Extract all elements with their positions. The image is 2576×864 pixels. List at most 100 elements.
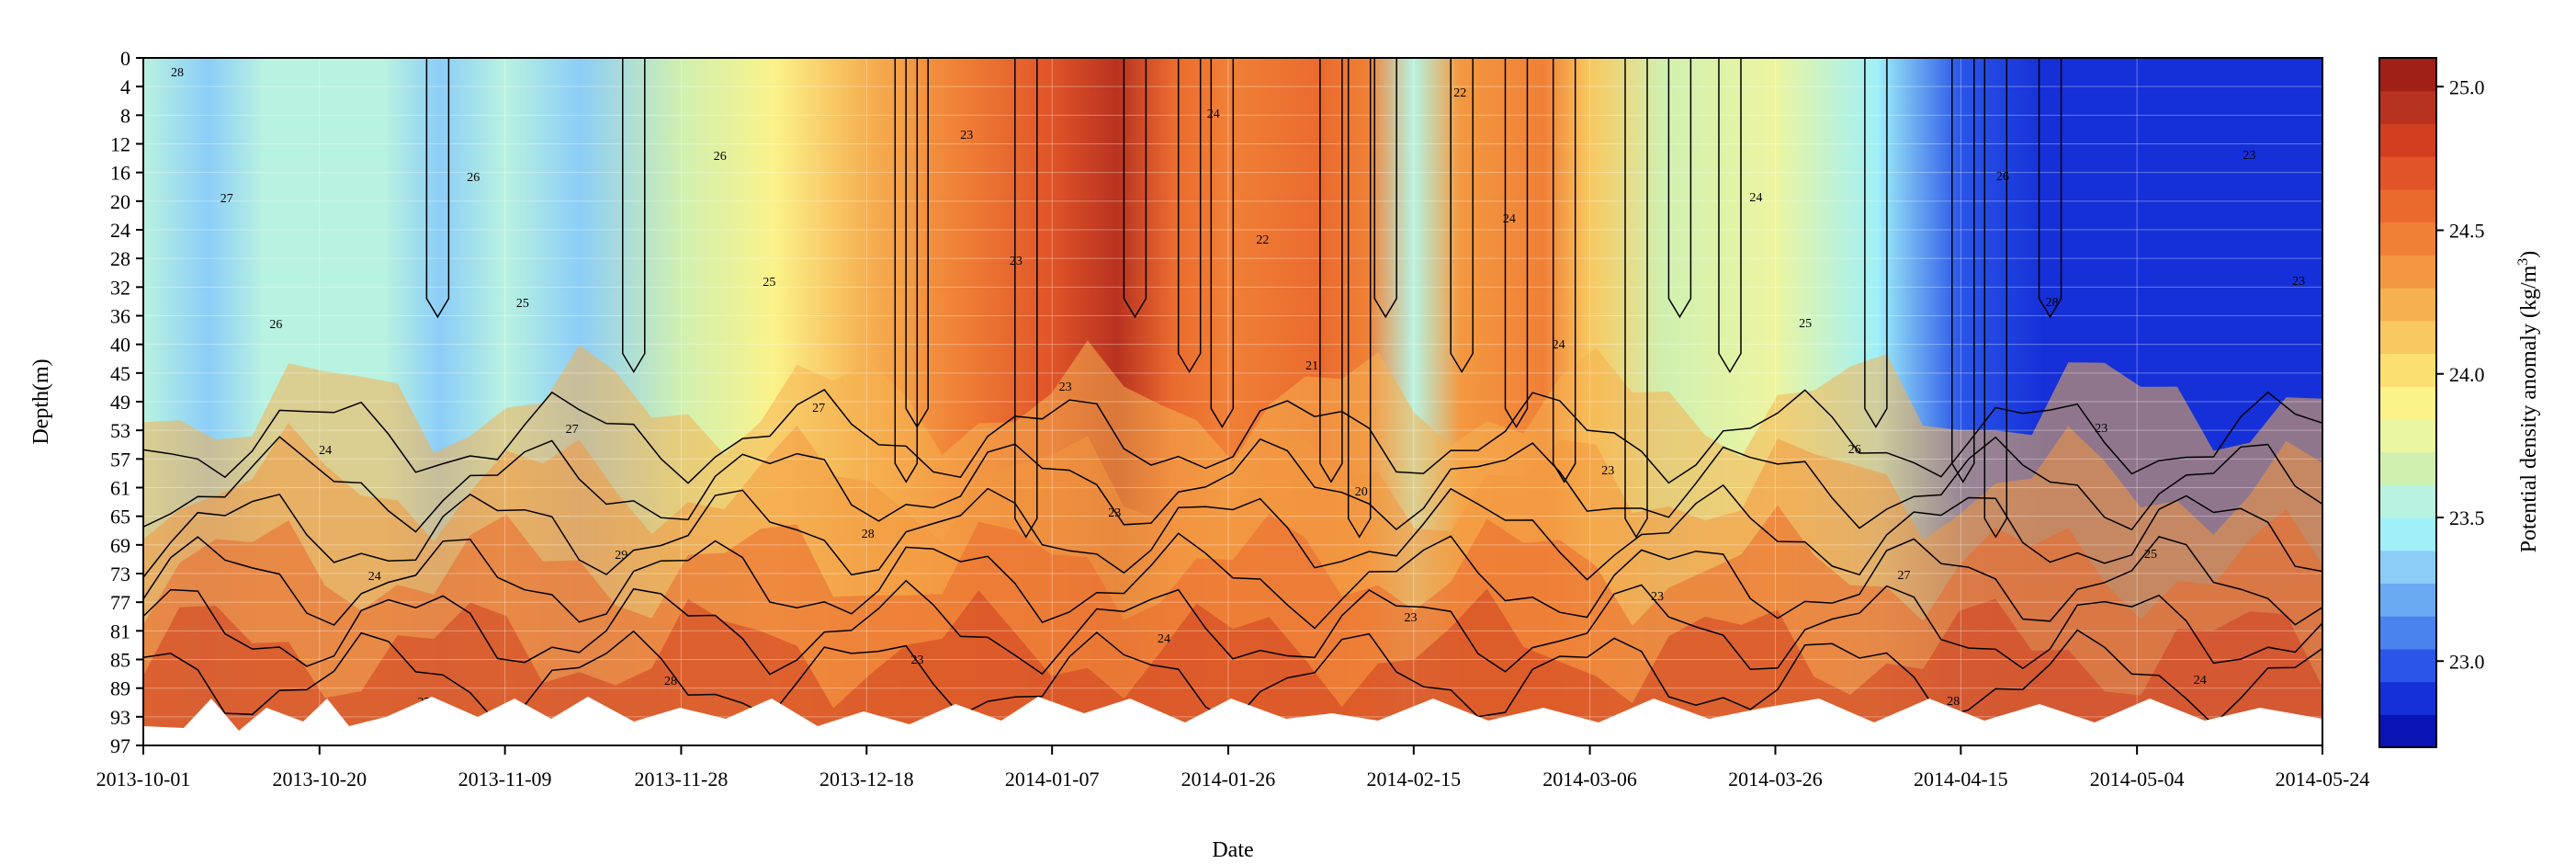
contour-label: 24	[1158, 632, 1170, 646]
contour-label: 27	[220, 192, 233, 206]
contour-label: 23	[1405, 611, 1418, 625]
contour-line	[1347, 58, 1372, 539]
contour-label: 24	[319, 444, 332, 458]
contour-line	[894, 58, 919, 483]
x-tick-label: 2013-12-18	[819, 767, 914, 790]
contour-label: 23	[960, 129, 973, 142]
colorbar-swatch	[2379, 58, 2436, 92]
contour-label: 24	[1749, 191, 1762, 205]
colorbar-swatch	[2379, 222, 2436, 256]
contour-label: 26	[714, 150, 727, 164]
contour-label: 23	[1651, 590, 1664, 604]
y-tick-label: 20	[110, 190, 130, 213]
y-tick-label: 8	[120, 104, 130, 127]
y-tick-label: 12	[110, 133, 130, 156]
missing-data-bottom-mask	[143, 697, 2322, 745]
colorbar-swatch	[2379, 550, 2436, 585]
y-tick-label: 65	[110, 506, 130, 529]
contour-label: 22	[1453, 86, 1466, 100]
contour-label: 28	[862, 528, 875, 541]
x-tick-label: 2013-11-09	[458, 767, 552, 790]
contour-line	[1718, 58, 1742, 374]
contour-line	[1504, 58, 1529, 428]
contour-label: 23	[1059, 381, 1072, 394]
y-tick-label: 57	[110, 448, 130, 471]
contour-label: 22	[1256, 233, 1269, 247]
colorbar-ticks: 23.0 23.5 24.0 24.5 25.0	[2436, 75, 2485, 673]
contour-line	[1450, 58, 1474, 374]
colorbar-swatch	[2379, 616, 2436, 650]
contour-label: 27	[1898, 569, 1911, 583]
contour-label: 27	[566, 423, 579, 437]
y-tick-label: 49	[110, 391, 130, 414]
contour-line	[622, 58, 646, 374]
colorbar-swatch	[2379, 255, 2436, 289]
contour-label: 23	[2292, 275, 2305, 289]
colorbar-swatch	[2379, 320, 2436, 355]
colorbar-swatches	[2379, 58, 2436, 748]
y-tick-label: 4	[120, 75, 130, 98]
contour-line	[1373, 58, 1397, 319]
colorbar-swatch	[2379, 90, 2436, 125]
contour-line	[1983, 58, 2008, 539]
colorbar-swatch	[2379, 714, 2436, 748]
contour-line	[1210, 58, 1235, 428]
y-tick-label: 61	[110, 477, 130, 500]
x-tick-label: 2014-03-06	[1542, 767, 1637, 790]
x-tick-label: 2014-03-26	[1728, 767, 1823, 790]
contour-line	[425, 58, 450, 319]
contour-label: 28	[171, 66, 184, 80]
contour-label: 23	[2095, 422, 2107, 436]
contour-label: 20	[1355, 485, 1368, 499]
colorbar-swatch	[2379, 156, 2436, 190]
colorbar-swatch	[2379, 386, 2436, 420]
x-tick-label: 2013-10-20	[272, 767, 367, 790]
y-tick-label: 93	[110, 706, 130, 729]
y-tick-label: 24	[110, 219, 130, 242]
contour-label: 26	[467, 171, 480, 185]
y-tick-label: 77	[110, 591, 130, 614]
contour-label: 26	[1848, 443, 1861, 457]
y-tick-label: 69	[110, 534, 130, 557]
contour-label: 23	[1108, 506, 1121, 520]
y-axis-label: Depth(m)	[29, 358, 53, 444]
y-axis-ticks: 0 4 8 12 16 20 24 28 32 36 40 45 49 53 57 61 65 69 73 77 81 8…	[110, 47, 143, 757]
contour-label: 24	[368, 570, 381, 584]
contour-label: 23	[2243, 149, 2255, 163]
contour-line	[1123, 58, 1147, 319]
contour-line	[1864, 58, 1888, 428]
y-tick-label: 28	[110, 247, 130, 270]
y-tick-label: 73	[110, 563, 130, 585]
contour-line	[1624, 58, 1648, 539]
contour-label: 28	[1947, 695, 1960, 709]
colorbar-tick-label: 25.0	[2449, 75, 2485, 98]
contour-label: 23	[911, 654, 924, 667]
contour-label: 25	[1799, 317, 1812, 331]
y-tick-label: 0	[120, 47, 130, 70]
contour-label: 24	[1503, 212, 1516, 226]
colorbar-frame	[2378, 57, 2437, 748]
x-tick-label: 2014-02-15	[1366, 767, 1461, 790]
contour-label: 25	[763, 276, 775, 290]
colorbar-swatch	[2379, 517, 2436, 551]
contour-line	[143, 532, 2322, 630]
colorbar-swatch	[2379, 583, 2436, 617]
y-tick-label: 89	[110, 677, 130, 700]
colorbar-swatch	[2379, 681, 2436, 715]
colorbar-swatch	[2379, 451, 2436, 485]
contour-line	[143, 579, 2322, 676]
contour-label: 24	[2194, 674, 2207, 688]
contour-label: 28	[2046, 296, 2059, 310]
contour-label: 27	[812, 402, 825, 415]
x-tick-label: 2014-01-07	[1005, 767, 1100, 790]
x-tick-label: 2014-01-26	[1181, 767, 1276, 790]
colorbar-swatch	[2379, 418, 2436, 453]
colorbar-tick-label: 24.0	[2449, 363, 2485, 386]
contour-label: 24	[1207, 108, 1220, 121]
x-tick-label: 2014-05-24	[2276, 767, 2370, 790]
x-tick-label: 2013-11-28	[635, 767, 729, 790]
x-axis-ticks: 2013-10-01 2013-10-20 2013-11-09 2013-11-28…	[96, 745, 2370, 790]
contour-line	[1552, 58, 1576, 483]
contour-label: 28	[664, 675, 677, 688]
